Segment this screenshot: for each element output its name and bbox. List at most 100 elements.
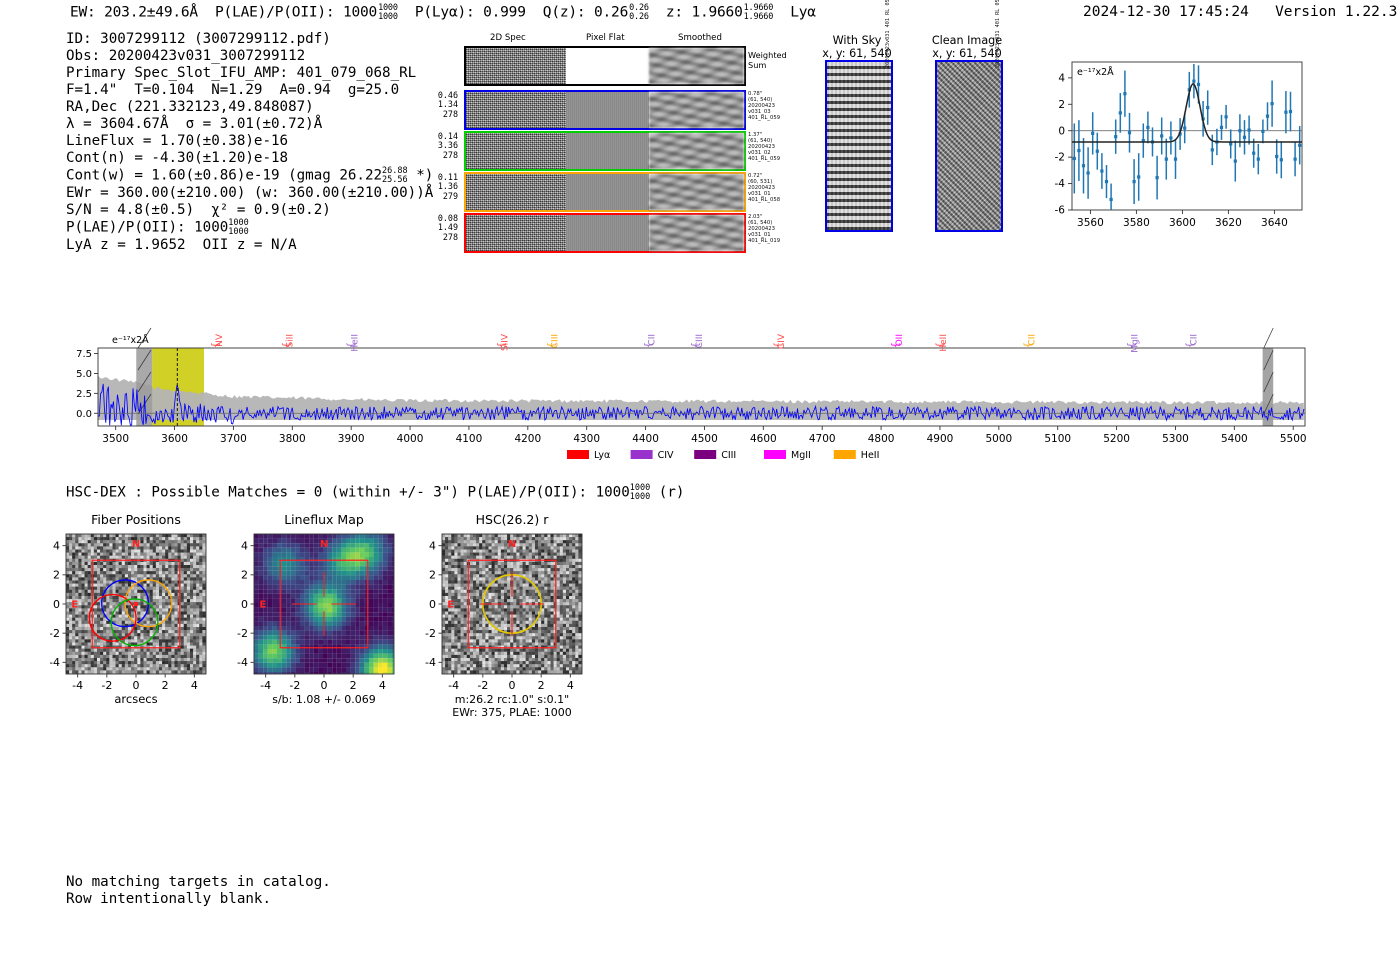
svg-text:3640: 3640 <box>1261 217 1288 229</box>
svg-text:CIII: CIII <box>551 334 561 348</box>
svg-text:2: 2 <box>162 679 169 692</box>
bottom-note-line1: No matching targets in catalog. <box>66 874 331 890</box>
qz-label: Q(z): <box>542 4 586 21</box>
column-header-2dspec: 2D Spec <box>490 33 526 43</box>
svg-text:-4: -4 <box>50 656 60 669</box>
svg-text:4700: 4700 <box>809 433 836 445</box>
svg-text:-4: -4 <box>72 679 83 692</box>
svg-text:4200: 4200 <box>514 433 541 445</box>
svg-text:3620: 3620 <box>1215 217 1242 229</box>
svg-text:0: 0 <box>133 679 140 692</box>
header-summary-line: EW: 203.2±49.6Å P(LAE)/P(OII): 1000 1000 1… <box>70 4 816 21</box>
svg-text:e⁻¹⁷x2Å: e⁻¹⁷x2Å <box>1077 66 1114 78</box>
svg-text:N: N <box>320 539 328 550</box>
clean-image-vcaption: 20200423v031 401 RL 059 <box>995 0 1001 68</box>
hscdex-text: HSC-DEX : Possible Matches = 0 (within +… <box>66 484 630 501</box>
svg-text:4: 4 <box>1058 72 1065 84</box>
svg-text:3500: 3500 <box>102 433 129 445</box>
z-fraction: 1.9660 1.9660 <box>743 3 774 22</box>
svg-text:7.5: 7.5 <box>76 349 92 360</box>
fiber-row <box>464 90 746 130</box>
fiber-meta-labels: 0.72" (60, 531) 20200423 v031_01 401_RL_058 <box>748 173 781 204</box>
svg-text:2: 2 <box>241 569 248 582</box>
gmag-fraction: 26.88 25.56 <box>382 166 408 186</box>
svg-text:-2: -2 <box>101 679 112 692</box>
info-redshift: LyA z = 1.9652 OII z = N/A <box>66 236 297 253</box>
svg-text:5300: 5300 <box>1162 433 1189 445</box>
info-lambda: λ = 3604.67Å σ = 3.01(±0.72)Å <box>66 116 323 133</box>
info-plae-fraction: 1000 1000 <box>228 218 249 237</box>
fiber-left-labels: 0.11 1.36 279 <box>437 172 458 201</box>
svg-text:3800: 3800 <box>279 433 306 445</box>
fiber-smoothed-cell <box>649 215 744 251</box>
info-radec: RA,Dec (221.332123,49.848087) <box>66 99 314 116</box>
object-info-block: ID: 3007299112 (3007299112.pdf) Obs: 202… <box>66 31 433 254</box>
info-params: F=1.4" T=0.104 N=1.29 A=0.94 g=25.0 <box>66 82 400 99</box>
svg-text:2: 2 <box>1058 99 1065 111</box>
svg-text:E: E <box>259 600 266 611</box>
column-header-pixelflat: Pixel Flat <box>586 33 625 43</box>
z-label: z: <box>665 4 683 21</box>
line-marker-NV: NV{ <box>211 333 225 348</box>
svg-text:HeII: HeII <box>939 334 949 352</box>
info-sn-chi2: S/N = 4.8(±0.5) χ² = 0.9(±0.2) <box>66 202 331 219</box>
svg-text:{: { <box>1185 342 1196 348</box>
svg-text:2: 2 <box>53 569 60 582</box>
svg-text:CII: CII <box>1189 334 1199 346</box>
svg-text:4100: 4100 <box>456 433 483 445</box>
fiber-left-labels: 0.46 1.34 278 <box>437 90 458 119</box>
plya-label: P(Lyα): <box>414 4 475 21</box>
svg-text:3560: 3560 <box>1077 217 1104 229</box>
fiber-pixelflat-cell <box>566 92 650 128</box>
fiber-row <box>464 213 746 253</box>
svg-text:{: { <box>211 342 222 348</box>
bottom-note-line2: Row intentionally blank. <box>66 891 271 908</box>
svg-text:5400: 5400 <box>1221 433 1248 445</box>
svg-text:0.0: 0.0 <box>76 409 92 420</box>
version-text: Version 1.22.3 <box>1275 4 1398 20</box>
timestamp-text: 2024-12-30 17:45:24 <box>1083 4 1249 20</box>
svg-text:CII: CII <box>1027 334 1037 346</box>
svg-text:2.5: 2.5 <box>76 389 92 400</box>
with-sky-image: 20200423v031 401 RL 059 <box>825 0 893 232</box>
svg-text:e⁻¹⁷x2Å: e⁻¹⁷x2Å <box>112 334 149 346</box>
svg-text:0: 0 <box>321 679 328 692</box>
info-primary-spec: Primary Spec_Slot_IFU_AMP: 401_079_068_R… <box>66 65 417 82</box>
svg-text:N: N <box>132 539 140 550</box>
svg-text:-6: -6 <box>1055 205 1066 217</box>
fiber-smoothed-cell <box>649 133 744 169</box>
svg-text:-4: -4 <box>237 656 248 669</box>
qz-value: 0.26 <box>593 4 629 21</box>
svg-text:{: { <box>643 342 654 348</box>
plae-label: P(LAE)/P(OII): <box>215 4 335 21</box>
svg-text:CIV: CIV <box>658 450 674 461</box>
spec2d-panel: 2D Spec Pixel Flat Smoothed Weighted Sum … <box>428 33 787 253</box>
svg-text:4900: 4900 <box>927 433 954 445</box>
svg-text:4500: 4500 <box>691 433 718 445</box>
cutout-panel: Fiber Positions N E -4 -4 -2 -2 0 0 2 2 4 4 arcsecs <box>50 512 207 706</box>
svg-text:{: { <box>891 342 902 348</box>
svg-text:4: 4 <box>53 539 60 552</box>
info-obs: Obs: 20200423v031_3007299112 <box>66 48 306 65</box>
svg-text:-2: -2 <box>289 679 300 692</box>
info-id: ID: 3007299112 (3007299112.pdf) <box>66 31 331 47</box>
svg-text:{: { <box>546 342 557 348</box>
svg-text:s/b: 1.08 +/- 0.069: s/b: 1.08 +/- 0.069 <box>272 693 376 706</box>
line-marker-CII: CII{ <box>1185 334 1199 348</box>
svg-text:{: { <box>1023 342 1034 348</box>
svg-text:arcsecs: arcsecs <box>114 692 157 706</box>
svg-text:4300: 4300 <box>573 433 600 445</box>
line-marker-HeII: HeII{ <box>346 334 360 352</box>
svg-text:SiII: SiII <box>286 334 296 348</box>
svg-text:4400: 4400 <box>632 433 659 445</box>
svg-text:OII: OII <box>895 334 905 346</box>
weighted-sum-label: Weighted Sum <box>748 50 787 70</box>
svg-text:-2: -2 <box>1055 152 1065 164</box>
z-value: 1.9660 <box>691 4 743 21</box>
fiber-2dspec-cell <box>466 133 567 169</box>
info-cont-w: Cont(w) = 1.60(±0.86)e-19 (gmag 26.22 26.… <box>66 166 434 186</box>
svg-text:-4: -4 <box>1055 178 1066 190</box>
svg-text:Lyα: Lyα <box>594 450 610 461</box>
svg-text:4000: 4000 <box>397 433 424 445</box>
